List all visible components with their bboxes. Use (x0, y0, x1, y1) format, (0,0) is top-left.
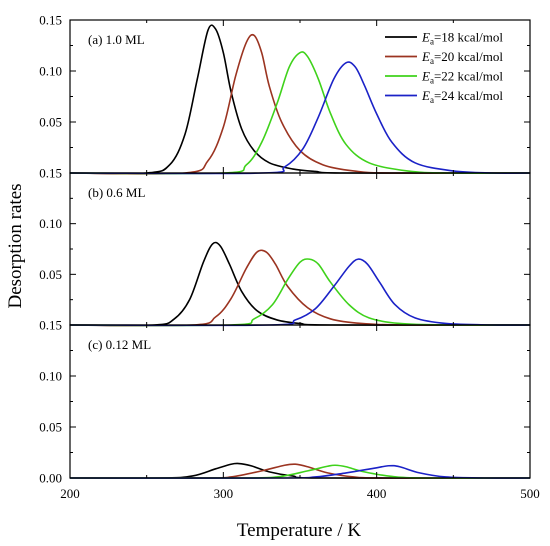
legend-symbol: E (421, 88, 430, 103)
series-line-2 (69, 249, 531, 327)
panel-label: (b) 0.6 ML (88, 185, 145, 200)
legend-value: =24 kcal/mol (434, 88, 503, 103)
series-line-4 (69, 258, 531, 327)
legend-symbol: E (421, 49, 430, 64)
series-line-4 (69, 61, 531, 175)
panel-label: (c) 0.12 ML (88, 337, 151, 352)
legend-label: Ea=24 kcal/mol (421, 88, 503, 105)
series-line-2 (69, 33, 531, 175)
y-axis-title: Desorption rates (5, 183, 26, 308)
y-tick-label: 0.15 (39, 318, 62, 333)
panel-a: (a) 1.0 ML 0.15 0.10 0.05 (39, 13, 531, 175)
legend-item-4: Ea=24 kcal/mol (385, 88, 503, 105)
series-line-3 (69, 51, 531, 175)
legend-symbol: E (421, 30, 430, 45)
y-tick-label: 0.05 (39, 420, 62, 435)
legend-label: Ea=18 kcal/mol (421, 30, 503, 47)
y-tick-label: 0.15 (39, 166, 62, 181)
legend-value: =20 kcal/mol (434, 49, 503, 64)
panel-frame (69, 324, 531, 479)
series-line-1 (69, 24, 531, 175)
legend-item-3: Ea=22 kcal/mol (385, 69, 503, 86)
x-tick-label: 400 (367, 486, 387, 501)
legend-item-2: Ea=20 kcal/mol (385, 49, 503, 66)
legend-item-1: Ea=18 kcal/mol (385, 30, 503, 47)
series-line-1 (69, 241, 531, 327)
y-tick-label: 0.10 (39, 369, 62, 384)
legend-label: Ea=20 kcal/mol (421, 49, 503, 66)
legend-subscript: a (430, 95, 434, 105)
y-tick-label: 0.15 (39, 13, 62, 28)
legend-value: =18 kcal/mol (434, 30, 503, 45)
panel-c: (c) 0.12 ML 0.15 0.10 0.05 0.00 (39, 318, 531, 486)
legend-label: Ea=22 kcal/mol (421, 69, 503, 86)
y-tick-label: 0.05 (39, 115, 62, 130)
legend-subscript: a (430, 37, 434, 47)
panels: (a) 1.0 ML 0.15 0.10 0.05 (b) 0.6 ML 0.15 0.10… (39, 13, 531, 486)
y-tick-label: 0.00 (39, 471, 62, 486)
legend-subscript: a (430, 56, 434, 66)
y-tick-label: 0.10 (39, 64, 62, 79)
x-tick-label: 500 (520, 486, 540, 501)
panel-label: (a) 1.0 ML (88, 32, 145, 47)
series-line-3 (69, 258, 531, 327)
x-tick-label: 200 (60, 486, 80, 501)
y-tick-label: 0.10 (39, 216, 62, 231)
y-tick-label: 0.05 (39, 267, 62, 282)
axes: 200 300 400 500 (60, 486, 540, 501)
legend-symbol: E (421, 69, 430, 84)
panel-b: (b) 0.6 ML 0.15 0.10 0.05 (39, 166, 531, 327)
legend-subscript: a (430, 76, 434, 86)
x-tick-label: 300 (214, 486, 234, 501)
legend-value: =22 kcal/mol (434, 69, 503, 84)
x-axis-title: Temperature / K (237, 520, 362, 541)
